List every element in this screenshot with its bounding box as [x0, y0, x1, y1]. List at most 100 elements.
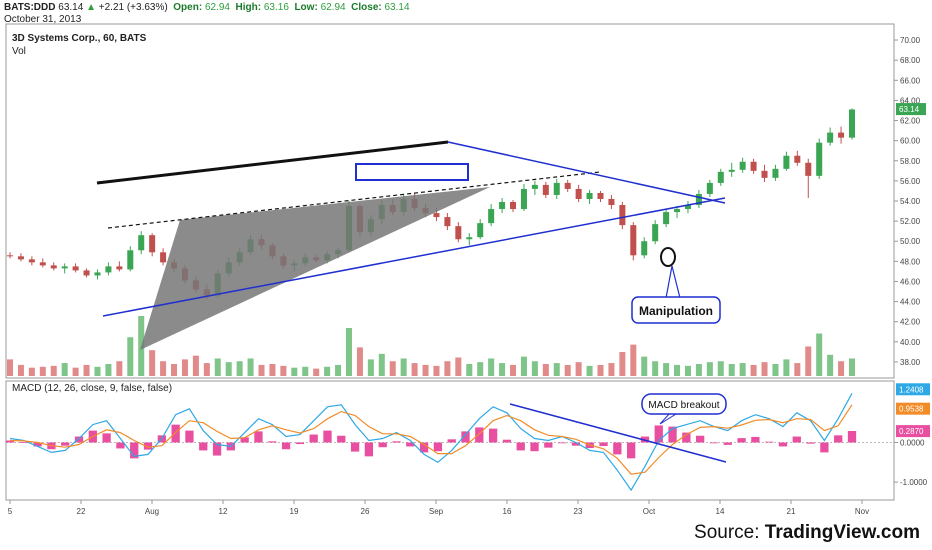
- macd-histogram-bar: [847, 430, 857, 443]
- macd-histogram-bar: [364, 442, 374, 457]
- candle-body: [848, 109, 856, 138]
- candle: [706, 179, 713, 197]
- macd-histogram-bar: [778, 442, 788, 447]
- candle-body: [553, 182, 560, 195]
- candle: [61, 263, 68, 274]
- macd-histogram-bar: [392, 441, 401, 443]
- candle-body: [805, 162, 812, 176]
- manipulation-circle: [660, 247, 676, 267]
- price-tick-label: 48.00: [900, 257, 921, 266]
- price-tick-label: 46.00: [900, 277, 921, 286]
- candle: [717, 168, 724, 186]
- volume-bar: [466, 364, 473, 376]
- price-tick-label: 54.00: [900, 197, 921, 206]
- up-arrow-icon: ▲: [86, 2, 96, 13]
- macd-histogram-bar: [765, 441, 774, 443]
- macd-histogram-bar: [488, 428, 498, 443]
- candle: [149, 233, 156, 257]
- volume-bar: [247, 358, 254, 376]
- volume-bar: [455, 357, 462, 376]
- macd-histogram-bar: [530, 442, 539, 452]
- low-value: 62.94: [320, 2, 346, 13]
- candle: [728, 162, 735, 177]
- volume-bar: [116, 361, 123, 376]
- macd-histogram-bar: [557, 442, 567, 444]
- last-price: 63.14: [58, 2, 84, 13]
- volume-bar: [695, 364, 702, 376]
- macd-histogram-bar: [268, 441, 277, 443]
- macd-histogram-bar: [668, 426, 677, 443]
- volume-bar: [575, 362, 582, 376]
- candle: [652, 220, 659, 245]
- candle: [553, 178, 560, 199]
- candle: [160, 248, 167, 266]
- volume-bar: [652, 361, 659, 376]
- price-tick-label: 66.00: [900, 76, 921, 85]
- candle-body: [28, 259, 35, 263]
- volume-bar: [553, 363, 560, 376]
- macd-histogram-bar: [143, 442, 153, 450]
- candle-body: [444, 217, 451, 227]
- hist-value-badge: [896, 425, 930, 438]
- support-trendline: [102, 197, 726, 317]
- candle: [50, 262, 57, 271]
- volume-bar: [105, 364, 112, 376]
- candle: [72, 263, 79, 273]
- macd-breakout-label: MACD breakout: [648, 400, 719, 411]
- candle: [477, 219, 484, 240]
- volume-label: Vol: [12, 46, 26, 57]
- macd-histogram-bar: [185, 430, 194, 443]
- source-prefix: Source:: [694, 522, 765, 543]
- macd-histogram-bar: [834, 435, 843, 443]
- macd-histogram-bar: [751, 436, 760, 443]
- candle: [542, 181, 549, 198]
- volume-bar: [258, 364, 265, 376]
- volume-bar: [739, 363, 746, 376]
- candle-body: [827, 132, 834, 143]
- candle-body: [39, 262, 46, 266]
- volume-bar: [619, 352, 626, 376]
- volume-bar: [794, 363, 801, 376]
- candle: [6, 252, 14, 259]
- price-tick-label: 58.00: [900, 157, 921, 166]
- macd-histogram-bar: [199, 442, 208, 451]
- macd-histogram-bar: [709, 442, 719, 444]
- candle: [586, 189, 593, 205]
- macd-histogram-bar: [654, 425, 663, 443]
- volume-bar: [728, 364, 735, 376]
- upper-trendline: [96, 140, 449, 185]
- low-label: Low:: [294, 2, 318, 13]
- macd-breakout-callout: [641, 393, 727, 415]
- candle: [761, 164, 768, 182]
- volume-bar: [433, 365, 440, 376]
- candle: [739, 157, 746, 173]
- time-tick-label: Aug: [145, 507, 159, 516]
- candle-body: [728, 169, 735, 172]
- candle: [499, 197, 506, 214]
- high-label: High:: [235, 2, 262, 13]
- volume-bar: [783, 359, 790, 376]
- volume-bar: [225, 362, 232, 376]
- candle-body: [520, 188, 527, 210]
- price-tick-label: 64.00: [900, 96, 921, 105]
- candle: [531, 180, 538, 195]
- candle: [838, 126, 845, 144]
- candle: [127, 246, 134, 272]
- callout-pointer: [665, 265, 681, 299]
- volume-bar: [149, 350, 156, 376]
- manipulation-label: Manipulation: [639, 304, 713, 318]
- volume-bar: [378, 353, 385, 376]
- candle: [674, 206, 681, 219]
- macd-histogram-bar: [74, 436, 84, 443]
- macd-histogram-bar: [806, 442, 815, 444]
- volume-bar: [706, 362, 713, 376]
- candle: [564, 179, 571, 192]
- header-date: October 31, 2013: [4, 14, 82, 25]
- candle-body: [127, 250, 134, 270]
- volume-bar: [750, 364, 757, 376]
- candle-body: [160, 252, 167, 263]
- candle-body: [695, 193, 702, 206]
- highlight-rectangle: [355, 163, 469, 181]
- volume-bar: [127, 337, 134, 376]
